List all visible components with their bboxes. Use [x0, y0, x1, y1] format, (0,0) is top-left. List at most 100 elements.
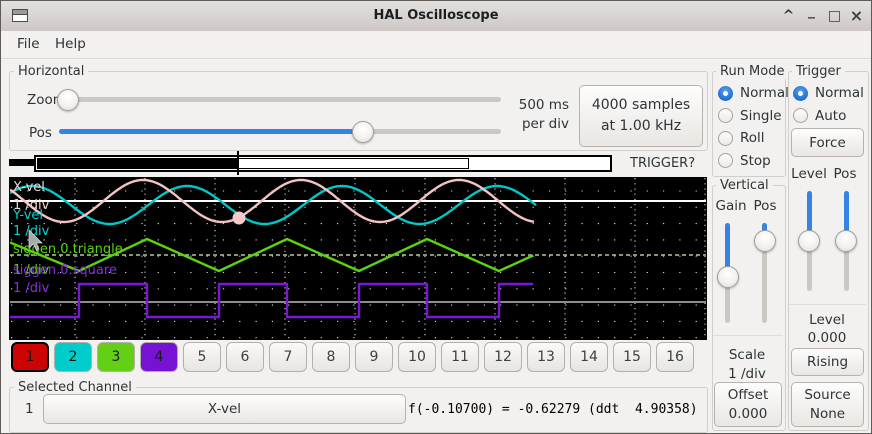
trigger-question-label: TRIGGER?: [630, 156, 696, 171]
channel-button-10[interactable]: 10: [398, 342, 436, 372]
offset-button[interactable]: Offset 0.000: [714, 382, 782, 427]
vertical-frame-label: Vertical: [716, 178, 773, 193]
trigger-edge-button[interactable]: Rising: [791, 348, 864, 376]
channel-button-3[interactable]: 3: [97, 342, 135, 372]
run-mode-option-stop[interactable]: Stop: [718, 153, 789, 169]
run-mode-option-normal[interactable]: Normal: [718, 85, 789, 101]
radio-label: Roll: [740, 130, 765, 146]
channel-button-15[interactable]: 15: [613, 342, 651, 372]
radio-icon[interactable]: [793, 85, 808, 101]
force-button[interactable]: Force: [791, 128, 864, 157]
zoom-slider-handle[interactable]: [57, 88, 79, 111]
trigger-level-label: Level: [791, 166, 827, 182]
radio-icon[interactable]: [718, 85, 733, 101]
horizontal-frame: [9, 71, 708, 151]
trigger-source-button[interactable]: Source None: [791, 382, 864, 427]
oscilloscope-display[interactable]: X-vel 1 /div Y-vel 1 /div siggen.0.triangle 1…: [9, 177, 707, 340]
run-mode-frame-label: Run Mode: [716, 64, 789, 79]
radio-label: Normal: [815, 85, 864, 101]
gain-label: Gain: [715, 198, 747, 214]
channel-button-13[interactable]: 13: [527, 342, 565, 372]
maximize-icon[interactable]: □: [827, 8, 842, 24]
trigger-level-value: 0.000: [807, 330, 847, 346]
channel-button-14[interactable]: 14: [570, 342, 608, 372]
svg-text:siggen.0.triangle: siggen.0.triangle: [13, 242, 123, 257]
trigger-bar-stub: [9, 159, 34, 166]
trigger-position-tick: [237, 151, 239, 175]
trigger-options: Normal Auto: [793, 85, 864, 124]
trigger-pos-slider-fill: [843, 191, 849, 241]
svg-text:X-vel: X-vel: [13, 180, 45, 195]
channel-button-2[interactable]: 2: [54, 342, 92, 372]
gain-slider-handle[interactable]: [716, 266, 739, 288]
selected-channel-name-button[interactable]: X-vel: [43, 394, 406, 424]
vertical-separator: [713, 335, 783, 336]
trigger-bar-fill: [38, 159, 238, 168]
run-mode-option-single[interactable]: Single: [718, 108, 789, 124]
svg-text:1 /div: 1 /div: [13, 281, 50, 296]
radio-icon[interactable]: [718, 130, 733, 146]
window-title: HAL Oscilloscope: [373, 8, 499, 23]
radio-icon[interactable]: [718, 153, 733, 168]
shade-icon[interactable]: ^: [782, 8, 795, 24]
vertical-pos-slider-track[interactable]: [762, 223, 767, 323]
radio-label: Normal: [740, 85, 789, 101]
channel-button-6[interactable]: 6: [226, 342, 264, 372]
run-mode-option-roll[interactable]: Roll: [718, 130, 789, 146]
zoom-slider-track[interactable]: [59, 97, 501, 102]
minimize-icon[interactable]: _: [808, 3, 815, 19]
channel-button-11[interactable]: 11: [441, 342, 479, 372]
close-icon[interactable]: ×: [849, 6, 864, 25]
trigger-pos-label: Pos: [833, 166, 857, 182]
titlebar: HAL Oscilloscope ^ _ □ ×: [1, 1, 871, 32]
svg-text:Y-vel: Y-vel: [12, 208, 43, 223]
window-icon[interactable]: [12, 9, 28, 22]
radio-label: Single: [740, 107, 782, 124]
selected-channel-frame-label: Selected Channel: [14, 380, 136, 395]
channel-button-1[interactable]: 1: [11, 342, 49, 372]
channel-button-8[interactable]: 8: [312, 342, 350, 372]
pos-label: Pos: [29, 125, 52, 141]
gain-slider-fill: [725, 223, 730, 277]
run-mode-options: Normal Single Roll Stop: [718, 85, 789, 169]
channel-button-9[interactable]: 9: [355, 342, 393, 372]
samples-button[interactable]: 4000 samples at 1.00 kHz: [579, 85, 703, 147]
radio-icon[interactable]: [793, 108, 808, 123]
channel-button-16[interactable]: 16: [656, 342, 694, 372]
channel-button-12[interactable]: 12: [484, 342, 522, 372]
vertical-pos-label: Pos: [753, 198, 777, 214]
trigger-mode-option-normal[interactable]: Normal: [793, 85, 864, 101]
vertical-pos-slider-handle[interactable]: [753, 230, 776, 252]
svg-text:siggen.0.square: siggen.0.square: [13, 263, 117, 278]
trigger-separator: [789, 304, 866, 305]
channel-button-5[interactable]: 5: [183, 342, 221, 372]
channel-button-4[interactable]: 4: [140, 342, 178, 372]
pos-slider-fill: [59, 129, 363, 134]
trigger-frame-label: Trigger: [792, 64, 845, 79]
sample-rate-text: 500 ms per div: [518, 97, 569, 132]
menu-help[interactable]: Help: [55, 36, 86, 52]
pos-slider-handle[interactable]: [352, 120, 374, 143]
menubar: File Help: [1, 31, 871, 59]
scale-label: Scale: [728, 347, 766, 363]
channel-button-7[interactable]: 7: [269, 342, 307, 372]
trigger-level-slider-handle[interactable]: [798, 230, 820, 252]
horizontal-frame-label: Horizontal: [14, 64, 89, 79]
radio-label: Auto: [815, 107, 847, 124]
trigger-level-slider-fill: [806, 191, 812, 241]
selected-channel-number: 1: [25, 401, 34, 417]
selected-channel-frame: [9, 387, 708, 433]
mouse-cursor: [28, 229, 43, 251]
scale-value: 1 /div: [728, 366, 766, 382]
trigger-pos-slider-handle[interactable]: [835, 230, 857, 252]
trigger-level-value-label: Level: [809, 312, 845, 328]
function-readout: f(-0.10700) = -0.62279 (ddt 4.90358): [408, 402, 698, 417]
trigger-mode-option-auto[interactable]: Auto: [793, 108, 864, 124]
trigger-bar-inner: [37, 158, 469, 169]
trigger-frame: [788, 71, 869, 431]
zoom-label: Zoom: [27, 92, 66, 108]
menu-file[interactable]: File: [17, 36, 40, 52]
radio-icon[interactable]: [718, 108, 733, 123]
